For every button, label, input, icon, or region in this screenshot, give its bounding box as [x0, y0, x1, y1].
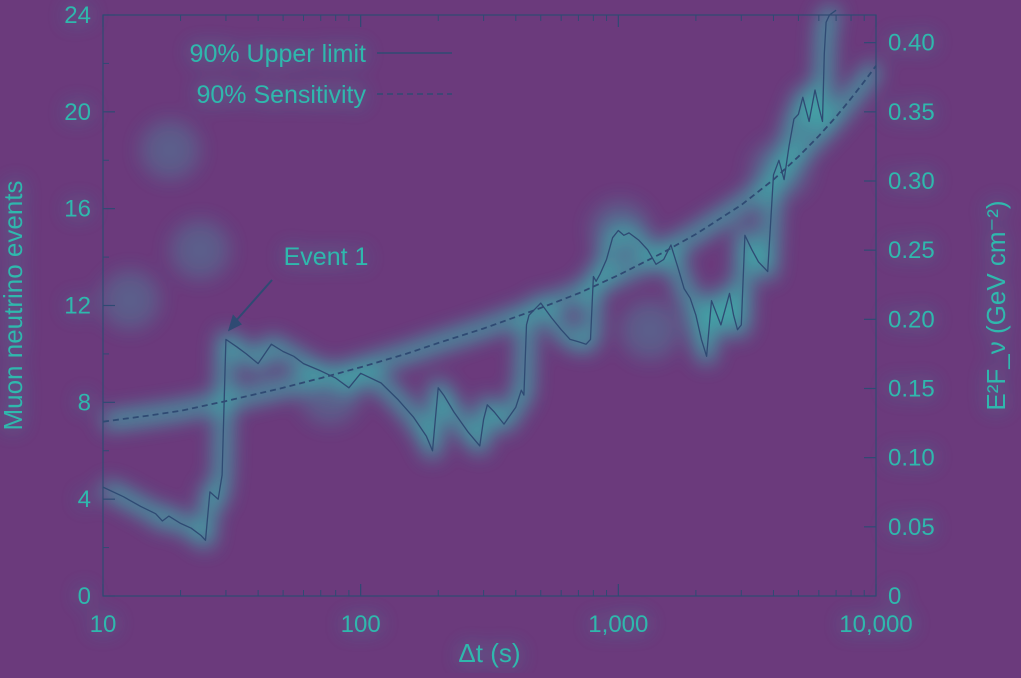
glow-blob	[750, 140, 810, 200]
x-tick-label: 100	[341, 611, 381, 638]
x-tick-label: 10	[90, 611, 117, 638]
x-tick-label: 100	[341, 611, 381, 638]
glow-blob	[300, 365, 360, 425]
y-tick-label: 4	[78, 486, 91, 513]
y2-tick-label: 0.25	[888, 237, 935, 264]
annotation-arrow	[231, 279, 273, 327]
y2-tick-label: 0.30	[888, 168, 935, 195]
glow-blob	[170, 220, 230, 280]
y2-tick-label: 0.15	[888, 376, 935, 403]
y-tick-label: 24	[64, 2, 91, 29]
legend-label: 90% Upper limit	[190, 40, 367, 68]
y2-tick-label: 0.20	[888, 306, 935, 333]
y2-tick-label: 0.15	[888, 376, 935, 403]
y2-tick-label: 0	[888, 583, 901, 610]
y2-tick-label: 0.25	[888, 237, 935, 264]
y-tick-label: 4	[78, 486, 91, 513]
legend: 90% Upper limit 90% Sensitivity	[190, 40, 452, 109]
x-axis-label: Δt (s)	[458, 638, 520, 668]
y2-tick-label: 0.35	[888, 99, 935, 126]
y2-tick-label: 0.20	[888, 306, 935, 333]
y-tick-label: 20	[64, 99, 91, 126]
glow-blob	[140, 120, 200, 180]
annotation-label: Event 1	[284, 243, 369, 271]
x-tick-label: 1,000	[588, 611, 648, 638]
x-axis-label: Δt (s)	[458, 638, 520, 668]
y2-axis-label: E²F_ν (GeV cm⁻²)	[981, 200, 1011, 410]
y2-tick-label: 0.35	[888, 99, 935, 126]
y-tick-label: 12	[64, 293, 91, 320]
y2-axis-label: E²F_ν (GeV cm⁻²)	[981, 200, 1011, 410]
annotation-label: Event 1	[284, 243, 369, 271]
series-upper-limit-line	[102, 9, 837, 541]
annotation-layer: Event 1	[227, 243, 369, 332]
glow-blob	[620, 300, 680, 360]
y-tick-label: 0	[78, 583, 91, 610]
y-tick-label: 8	[78, 389, 91, 416]
y-tick-label: 8	[78, 389, 91, 416]
y2-tick-label: 0.05	[888, 514, 935, 541]
y-tick-label: 20	[64, 99, 91, 126]
glow-blob	[100, 270, 160, 330]
y-axis-label: Muon neutrino events	[0, 180, 28, 430]
x-tick-label: 10,000	[839, 611, 912, 638]
annotation-arrowhead	[227, 314, 242, 332]
x-tick-label: 10	[90, 611, 117, 638]
y-tick-label: 0	[78, 583, 91, 610]
x-tick-label: 1,000	[588, 611, 648, 638]
y2-tick-label: 0.05	[888, 514, 935, 541]
legend-label: 90% Sensitivity	[196, 81, 366, 109]
y2-tick-label: 0.10	[888, 445, 935, 472]
series-layer	[102, 9, 877, 541]
legend-label: 90% Upper limit	[190, 40, 367, 68]
legend-label: 90% Sensitivity	[196, 81, 366, 109]
x-tick-label: 10,000	[839, 611, 912, 638]
y-tick-label: 16	[64, 196, 91, 223]
y2-tick-label: 0.10	[888, 445, 935, 472]
y2-tick-label: 0	[888, 583, 901, 610]
series-sensitivity-line	[102, 65, 877, 423]
y-tick-label: 24	[64, 2, 91, 29]
y2-tick-label: 0.30	[888, 168, 935, 195]
y-tick-label: 16	[64, 196, 91, 223]
axis-ticks: 10 100 1,000 10,0000481216202400.050.100.15…	[64, 2, 934, 638]
y2-tick-label: 0.40	[888, 30, 935, 57]
y2-tick-label: 0.40	[888, 30, 935, 57]
y-axis-label: Muon neutrino events	[0, 180, 28, 430]
glow-blob	[590, 200, 650, 260]
y-tick-label: 12	[64, 293, 91, 320]
